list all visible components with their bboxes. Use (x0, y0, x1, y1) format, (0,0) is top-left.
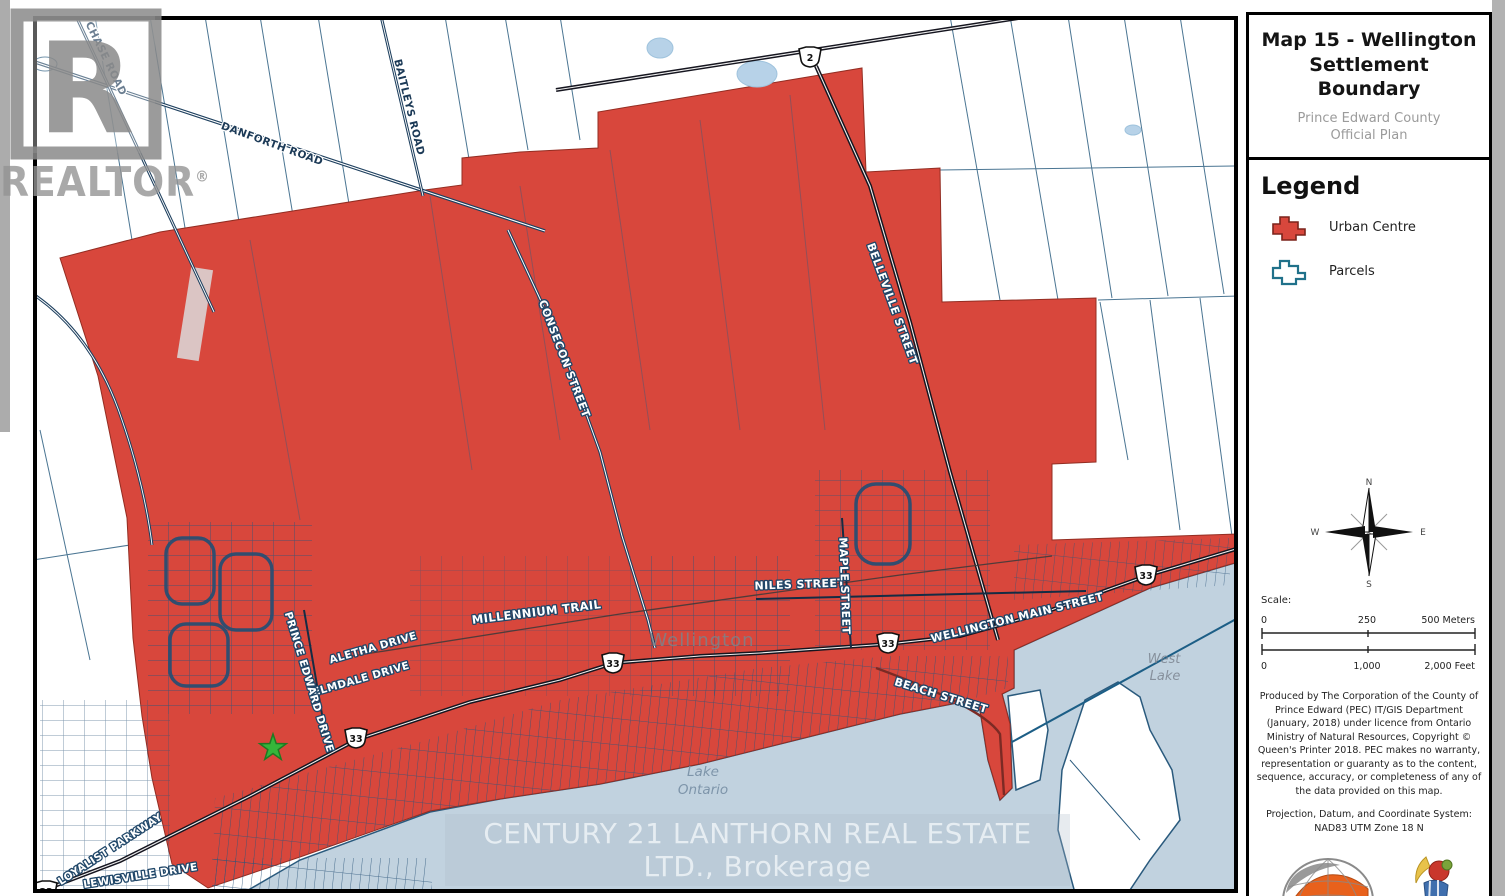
compass-w: W (1311, 528, 1320, 538)
label-lake-ontario-line1: Lake (687, 764, 719, 780)
svg-text:33: 33 (39, 887, 52, 896)
urban-centre-swatch-icon (1272, 216, 1306, 241)
highway-2-shield: 2 (798, 46, 822, 68)
scale-feet-0: 0 (1261, 661, 1267, 672)
loop-streets (164, 482, 912, 688)
label-west-lake-line1: West (1148, 652, 1182, 667)
svg-text:33: 33 (1139, 571, 1152, 582)
scale-feet-end: 2,000 Feet (1424, 661, 1475, 672)
label-west-lake-line2: Lake (1150, 669, 1181, 684)
scale-heading: Scale: (1261, 595, 1291, 606)
scale-meters-end: 500 Meters (1421, 615, 1475, 626)
road-network (37, 20, 1234, 890)
highway-33-shield: 33 (344, 727, 368, 749)
highway-33-shield: 33 (1134, 564, 1158, 586)
legend-label: Parcels (1329, 264, 1375, 280)
county-logo (1415, 856, 1453, 896)
map-frame (33, 16, 1238, 893)
compass-rose: N S E W (1249, 476, 1489, 588)
svg-text:33: 33 (349, 734, 362, 745)
compass-s: S (1366, 580, 1372, 588)
map-title: Map 15 - Wellington Settlement Boundary (1261, 29, 1477, 101)
globe-logo (1281, 858, 1374, 896)
scale-bar-meters (1261, 628, 1476, 640)
credits-text: Produced by The Corporation of the Count… (1256, 691, 1482, 797)
listing-location-star-icon (257, 731, 289, 762)
label-lake-ontario-line2: Ontario (678, 782, 728, 798)
rural-parcel-lines (37, 20, 1234, 661)
compass-rose-icon: N S E W (1311, 478, 1427, 588)
highway-33-shield: 33 (876, 632, 900, 654)
urban-lot-lines (249, 94, 826, 521)
legend-heading: Legend (1261, 171, 1361, 200)
compass-n: N (1366, 478, 1373, 488)
svg-text:2: 2 (807, 53, 814, 64)
map-subtitle-line1: Prince Edward County (1297, 111, 1441, 127)
map-info-panel: Map 15 - Wellington Settlement Boundary … (1246, 12, 1492, 896)
sand-dunes (1007, 681, 1181, 890)
highway-33-shield: 33 (601, 652, 625, 674)
title-block: Map 15 - Wellington Settlement Boundary … (1249, 15, 1489, 160)
map-subtitle: Prince Edward County Official Plan (1257, 111, 1481, 145)
panel-logos (1249, 849, 1489, 896)
map-canvas: CHASE ROAD DANFORTH ROAD BAITLEYS ROAD C… (33, 16, 1238, 896)
legend-item-parcels: Parcels (1271, 258, 1489, 286)
label-niles-street: NILES STREET (754, 576, 845, 592)
scale-meters-mid: 250 (1358, 615, 1376, 626)
parcels-swatch-icon (1271, 259, 1307, 285)
scale-feet-mid: 1,000 (1353, 661, 1380, 672)
svg-text:33: 33 (606, 659, 619, 670)
map-subtitle-line2: Official Plan (1330, 127, 1408, 143)
scale-block: Scale: 0 250 500 Meters 0 1,000 2,000 Fe… (1259, 592, 1489, 680)
scale-bars: Scale: 0 250 500 Meters 0 1,000 2,000 Fe… (1261, 595, 1476, 672)
highway-33-shield: 33 (37, 880, 58, 896)
svg-text:33: 33 (881, 639, 894, 650)
page-scrollbar-track[interactable] (1492, 0, 1505, 896)
west-lake-boundary-line (1011, 619, 1234, 743)
label-wellington-town: Wellington (649, 630, 754, 651)
label-maple-street: MAPLE STREET (836, 537, 852, 635)
compass-e: E (1420, 528, 1426, 538)
scale-meters-0: 0 (1261, 615, 1267, 626)
highway-shields: 2 33 33 33 33 (37, 46, 1158, 896)
legend-label: Urban Centre (1329, 220, 1416, 236)
projection-text: Projection, Datum, and Coordinate System… (1266, 809, 1472, 834)
scale-bar-feet (1261, 644, 1476, 656)
legend-item-urban-centre: Urban Centre (1271, 214, 1489, 242)
